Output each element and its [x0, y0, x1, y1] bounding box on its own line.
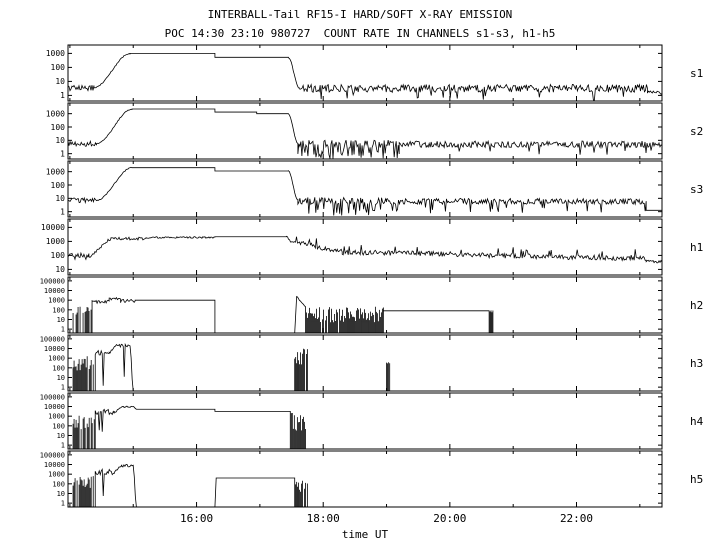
- y-tick-label: 1000: [48, 355, 65, 363]
- y-tick-label: 10: [55, 265, 65, 274]
- y-tick-label: 1: [60, 149, 65, 158]
- panel-label-h4: h4: [690, 415, 704, 428]
- y-tick-label: 1: [60, 207, 65, 216]
- y-tick-label: 100: [51, 251, 66, 260]
- y-tick-label: 100000: [40, 335, 65, 343]
- x-tick-label: 20:00: [433, 512, 466, 525]
- panel-s2: 1000 100 10 1 s2: [46, 102, 703, 160]
- panel-label-h3: h3: [690, 357, 703, 370]
- panel-frame: [67, 44, 663, 102]
- panel-frame: [67, 102, 663, 160]
- trace-s1: [67, 53, 663, 101]
- panel-label-s1: s1: [690, 67, 703, 80]
- y-tick-label: 1: [61, 500, 65, 508]
- panel-label-h1: h1: [690, 241, 703, 254]
- trace-s3: [67, 166, 662, 216]
- y-tick-label: 10: [55, 77, 65, 86]
- panel-label-s2: s2: [690, 125, 703, 138]
- panel-frame: [67, 218, 663, 276]
- y-tick-label: 10000: [41, 223, 65, 232]
- x-tick-label: 16:00: [180, 512, 213, 525]
- y-tick-label: 1000: [48, 471, 65, 479]
- y-tick-label: 10: [57, 374, 65, 382]
- y-tick-label: 1000: [46, 167, 65, 176]
- trace-h3: [68, 342, 662, 392]
- y-tick-label: 10000: [44, 287, 65, 295]
- y-tick-label: 1000: [46, 237, 65, 246]
- panel-label-s3: s3: [690, 183, 703, 196]
- y-tick-label: 10: [55, 136, 65, 145]
- y-tick-label: 100000: [40, 277, 65, 285]
- trace-h1: [67, 235, 663, 264]
- y-tick-label: 1: [61, 326, 65, 334]
- y-tick-label: 100: [52, 306, 65, 314]
- panel-s3: 1000 100 10 1 s3: [46, 160, 703, 218]
- x-tick-label: 22:00: [560, 512, 593, 525]
- panel-h1: 10000 1000 100 10 h1: [41, 218, 703, 276]
- y-tick-label: 10: [57, 316, 65, 324]
- y-tick-label: 10: [57, 490, 65, 498]
- panel-frame: [67, 392, 663, 450]
- y-tick-label: 10: [57, 432, 65, 440]
- y-tick-label: 1000: [46, 49, 65, 58]
- trace-s2: [67, 108, 663, 159]
- x-axis-title: time UT: [342, 528, 389, 541]
- panel-frame: [67, 334, 663, 392]
- y-tick-label: 1000: [48, 297, 65, 305]
- y-tick-label: 1: [60, 91, 65, 100]
- y-tick-label: 1000: [48, 413, 65, 421]
- y-tick-label: 1000: [46, 109, 65, 118]
- y-tick-label: 100000: [40, 393, 65, 401]
- y-tick-label: 10000: [44, 345, 65, 353]
- chart-title-line1: INTERBALL-Tail RF15-I HARD/SOFT X-RAY EM…: [207, 8, 513, 21]
- trace-h5: [68, 464, 662, 508]
- y-tick-label: 100: [52, 422, 65, 430]
- y-tick-label: 100000: [40, 451, 65, 459]
- y-tick-label: 100: [52, 364, 65, 372]
- y-tick-label: 10000: [44, 403, 65, 411]
- panel-label-h5: h5: [690, 473, 703, 486]
- trace-h4: [68, 405, 662, 450]
- panel-frame: [67, 450, 663, 508]
- panel-frame: [67, 160, 663, 218]
- trace-h2: [68, 295, 662, 334]
- y-tick-label: 10: [55, 194, 65, 203]
- y-tick-label: 100: [51, 181, 66, 190]
- y-tick-label: 1: [61, 384, 65, 392]
- y-tick-label: 100: [51, 123, 66, 132]
- chart-title-line2: POC 14:30 23:10 980727 COUNT RATE IN CHA…: [164, 27, 556, 40]
- panel-label-h2: h2: [690, 299, 703, 312]
- y-tick-label: 100: [51, 63, 66, 72]
- y-tick-label: 10000: [44, 461, 65, 469]
- x-tick-label: 18:00: [307, 512, 340, 525]
- y-tick-label: 100: [52, 480, 65, 488]
- y-tick-label: 1: [61, 442, 65, 450]
- panel-s1: 1000 100 10 1 s1: [46, 44, 703, 102]
